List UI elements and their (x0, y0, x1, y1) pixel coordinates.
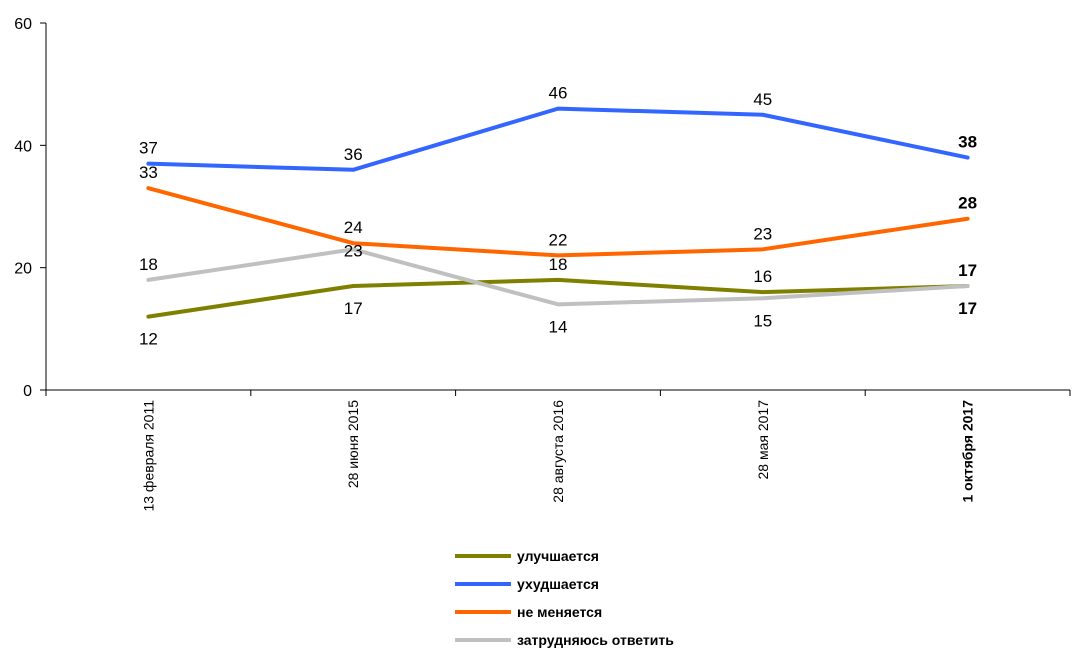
data-label: 46 (549, 84, 568, 103)
data-label: 23 (344, 241, 363, 260)
data-label: 18 (139, 255, 158, 274)
chart-axes: 0 20 40 60 13 февраля 2011 28 июня 2015 28 авг… (14, 16, 1071, 512)
chart-data-labels: 12 17 18 16 17 37 36 46 45 38 33 24 22 23 28 18 23 14 15 17 (139, 84, 977, 349)
chart-series-lines (146, 106, 970, 319)
data-label: 33 (139, 163, 158, 182)
x-category-label: 28 мая 2017 (755, 400, 771, 480)
legend-item: ухудшается (455, 571, 674, 596)
chart-legend: улучшается ухудшается не меняется затрудняю… (455, 543, 674, 655)
series-line (146, 277, 970, 319)
series-line (146, 106, 970, 172)
data-label: 17 (958, 299, 977, 318)
data-label: 38 (958, 133, 977, 152)
data-label: 17 (958, 261, 977, 280)
legend-label: улучшается (517, 547, 599, 564)
data-label: 24 (344, 218, 363, 237)
line-chart: 0 20 40 60 13 февраля 2011 28 июня 2015 28 авг… (14, 16, 1071, 512)
x-category-label: 28 августа 2016 (550, 400, 566, 503)
data-label: 28 (958, 194, 977, 213)
y-tick-label: 40 (14, 138, 32, 155)
x-category-label: 1 октября 2017 (960, 400, 976, 503)
series-line (146, 247, 970, 307)
legend-swatch (455, 581, 511, 586)
data-label: 17 (344, 299, 363, 318)
data-label: 12 (139, 330, 158, 349)
legend-label: не меняется (517, 603, 603, 620)
y-tick-label: 0 (23, 383, 32, 400)
data-label: 37 (139, 139, 158, 158)
legend-swatch (455, 553, 511, 558)
legend-item: улучшается (455, 543, 674, 568)
y-tick-label: 20 (14, 261, 32, 278)
legend-label: затрудняюсь ответить (517, 631, 674, 648)
x-category-label: 28 июня 2015 (345, 400, 361, 488)
legend-item: не меняется (455, 599, 674, 624)
series-line (146, 186, 970, 258)
data-label: 18 (549, 255, 568, 274)
legend-label: ухудшается (517, 575, 599, 592)
legend-item: затрудняюсь ответить (455, 627, 674, 652)
data-label: 36 (344, 145, 363, 164)
legend-swatch (455, 637, 511, 642)
y-tick-label: 60 (14, 16, 32, 33)
data-label: 45 (753, 90, 772, 109)
data-label: 16 (753, 267, 772, 286)
data-label: 14 (549, 317, 568, 336)
data-label: 23 (753, 224, 772, 243)
x-category-label: 13 февраля 2011 (140, 400, 156, 512)
data-label: 15 (753, 311, 772, 330)
data-label: 22 (549, 230, 568, 249)
legend-swatch (455, 609, 511, 614)
